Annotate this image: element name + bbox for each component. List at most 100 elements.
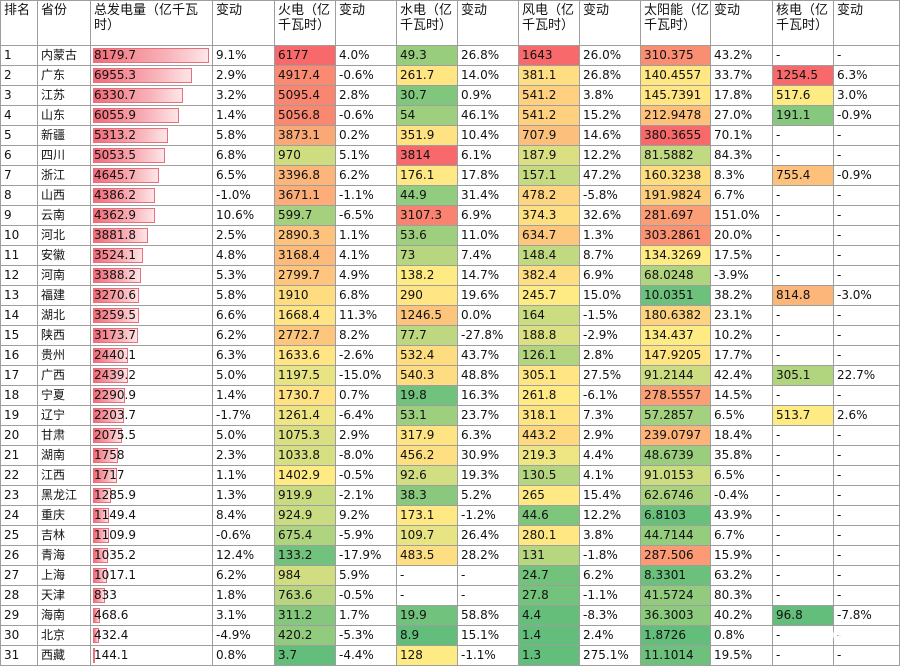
total-databar <box>93 508 110 523</box>
cell-col-solar: 147.9205 <box>640 345 711 366</box>
cell-col-nuclear: - <box>772 225 834 246</box>
cell-col-rank: 21 <box>0 445 38 466</box>
cell-col-wind-change: -2.9% <box>579 325 641 346</box>
table-row: 22 江西 1717 1.1% 1402.9 -0.5% 92.6 19.3% 130.5 4.1… <box>0 465 900 486</box>
cell-col-thermal: 3.7 <box>274 645 336 666</box>
cell-col-solar: 91.2144 <box>640 365 711 386</box>
table-row: 14 湖北 3259.5 6.6% 1668.4 11.3% 1246.5 0.0% 164 -1… <box>0 305 900 326</box>
cell-col-nuclear-change: -0.9% <box>833 105 900 126</box>
cell-col-nuclear-change: - <box>833 505 900 526</box>
cell-col-rank: 6 <box>0 145 38 166</box>
cell-col-rank: 17 <box>0 365 38 386</box>
cell-col-wind: 1643 <box>518 45 580 66</box>
total-databar <box>93 208 155 223</box>
cell-col-rank: 19 <box>0 405 38 426</box>
cell-col-nuclear: 755.4 <box>772 165 834 186</box>
cell-col-total-change: 1.3% <box>212 485 275 506</box>
cell-col-hydro-change: 43.7% <box>457 345 519 366</box>
cell-col-nuclear: 517.6 <box>772 85 834 106</box>
cell-col-nuclear-change: - <box>833 645 900 666</box>
cell-col-total-change: 2.9% <box>212 65 275 86</box>
cell-col-thermal-change: -15.0% <box>335 365 397 386</box>
table-row: 17 广西 2439.2 5.0% 1197.5 -15.0% 540.3 48.8% 305.… <box>0 365 900 386</box>
cell-col-total: 6330.7 <box>90 85 213 106</box>
cell-col-wind: 187.9 <box>518 145 580 166</box>
cell-col-total-change: 6.6% <box>212 305 275 326</box>
total-value: 3270.6 <box>94 288 136 302</box>
cell-col-total: 5313.2 <box>90 125 213 146</box>
total-value: 144.1 <box>94 648 129 662</box>
cell-col-hydro-change: 10.4% <box>457 125 519 146</box>
cell-col-nuclear-change: 2.6% <box>833 405 900 426</box>
total-value: 1717 <box>94 468 125 482</box>
cell-col-total: 6055.9 <box>90 105 213 126</box>
cell-col-hydro: 317.9 <box>396 425 458 446</box>
total-value: 1109.9 <box>94 528 136 542</box>
cell-col-nuclear: - <box>772 585 834 606</box>
cell-col-province: 内蒙古 <box>37 45 91 66</box>
cell-col-thermal-change: 1.1% <box>335 225 397 246</box>
cell-col-nuclear: 96.8 <box>772 605 834 626</box>
cell-col-total-change: -0.6% <box>212 525 275 546</box>
cell-col-wind-change: 12.2% <box>579 145 641 166</box>
table-row: 13 福建 3270.6 5.8% 1910 6.8% 290 19.6% 245.7 15.0%… <box>0 285 900 306</box>
cell-col-thermal: 599.7 <box>274 205 336 226</box>
cell-col-wind: 280.1 <box>518 525 580 546</box>
cell-col-nuclear: - <box>772 505 834 526</box>
cell-col-hydro: 53.6 <box>396 225 458 246</box>
cell-col-province: 海南 <box>37 605 91 626</box>
cell-col-solar-change: 15.9% <box>710 545 773 566</box>
cell-col-province: 安徽 <box>37 245 91 266</box>
cell-col-solar: 310.375 <box>640 45 711 66</box>
cell-col-nuclear: - <box>772 245 834 266</box>
cell-col-nuclear: - <box>772 385 834 406</box>
cell-col-hydro: 73 <box>396 245 458 266</box>
cell-col-rank: 22 <box>0 465 38 486</box>
cell-col-thermal: 3168.4 <box>274 245 336 266</box>
cell-col-wind-change: 32.6% <box>579 205 641 226</box>
cell-col-province: 宁夏 <box>37 385 91 406</box>
cell-col-wind-change: -1.8% <box>579 545 641 566</box>
cell-col-thermal: 5095.4 <box>274 85 336 106</box>
total-databar <box>93 448 118 463</box>
cell-col-province: 上海 <box>37 565 91 586</box>
cell-col-hydro-change: 7.4% <box>457 245 519 266</box>
cell-col-nuclear-change: - <box>833 325 900 346</box>
cell-col-wind-change: 12.2% <box>579 505 641 526</box>
cell-col-nuclear-change: 22.7% <box>833 365 900 386</box>
cell-col-rank: 12 <box>0 265 38 286</box>
total-databar <box>93 108 179 123</box>
cell-col-hydro: 128 <box>396 645 458 666</box>
cell-col-hydro-change: - <box>457 585 519 606</box>
cell-col-solar-change: 27.0% <box>710 105 773 126</box>
header-col-wind: 风电（亿千瓦时） <box>518 0 580 46</box>
cell-col-hydro-change: 14.7% <box>457 265 519 286</box>
cell-col-thermal: 763.6 <box>274 585 336 606</box>
cell-col-total: 2290.9 <box>90 385 213 406</box>
cell-col-nuclear-change: - <box>833 345 900 366</box>
cell-col-total-change: 3.1% <box>212 605 275 626</box>
cell-col-total-change: 6.2% <box>212 325 275 346</box>
cell-col-solar-change: 8.3% <box>710 165 773 186</box>
cell-col-wind-change: 2.4% <box>579 625 641 646</box>
table-row: 31 西藏 144.1 0.8% 3.7 -4.4% 128 -1.1% 1.3 275.1% 11… <box>0 645 900 666</box>
cell-col-solar-change: 17.7% <box>710 345 773 366</box>
cell-col-wind: 1.3 <box>518 645 580 666</box>
total-value: 6330.7 <box>94 88 136 102</box>
cell-col-rank: 26 <box>0 545 38 566</box>
cell-col-hydro-change: 0.9% <box>457 85 519 106</box>
cell-col-hydro-change: - <box>457 565 519 586</box>
cell-col-nuclear: - <box>772 545 834 566</box>
table-row: 3 江苏 6330.7 3.2% 5095.4 2.8% 30.7 0.9% 541.2 3.8%… <box>0 85 900 106</box>
cell-col-hydro: 30.7 <box>396 85 458 106</box>
cell-col-solar: 212.9478 <box>640 105 711 126</box>
total-value: 1149.4 <box>94 508 136 522</box>
cell-col-wind: 219.3 <box>518 445 580 466</box>
cell-col-province: 贵州 <box>37 345 91 366</box>
cell-col-province: 重庆 <box>37 505 91 526</box>
table-row: 20 甘肃 2075.5 5.0% 1075.3 2.9% 317.9 6.3% 443.2 2.… <box>0 425 900 446</box>
cell-col-solar-change: 80.3% <box>710 585 773 606</box>
cell-col-nuclear: - <box>772 325 834 346</box>
cell-col-nuclear: 814.8 <box>772 285 834 306</box>
cell-col-hydro-change: 26.4% <box>457 525 519 546</box>
